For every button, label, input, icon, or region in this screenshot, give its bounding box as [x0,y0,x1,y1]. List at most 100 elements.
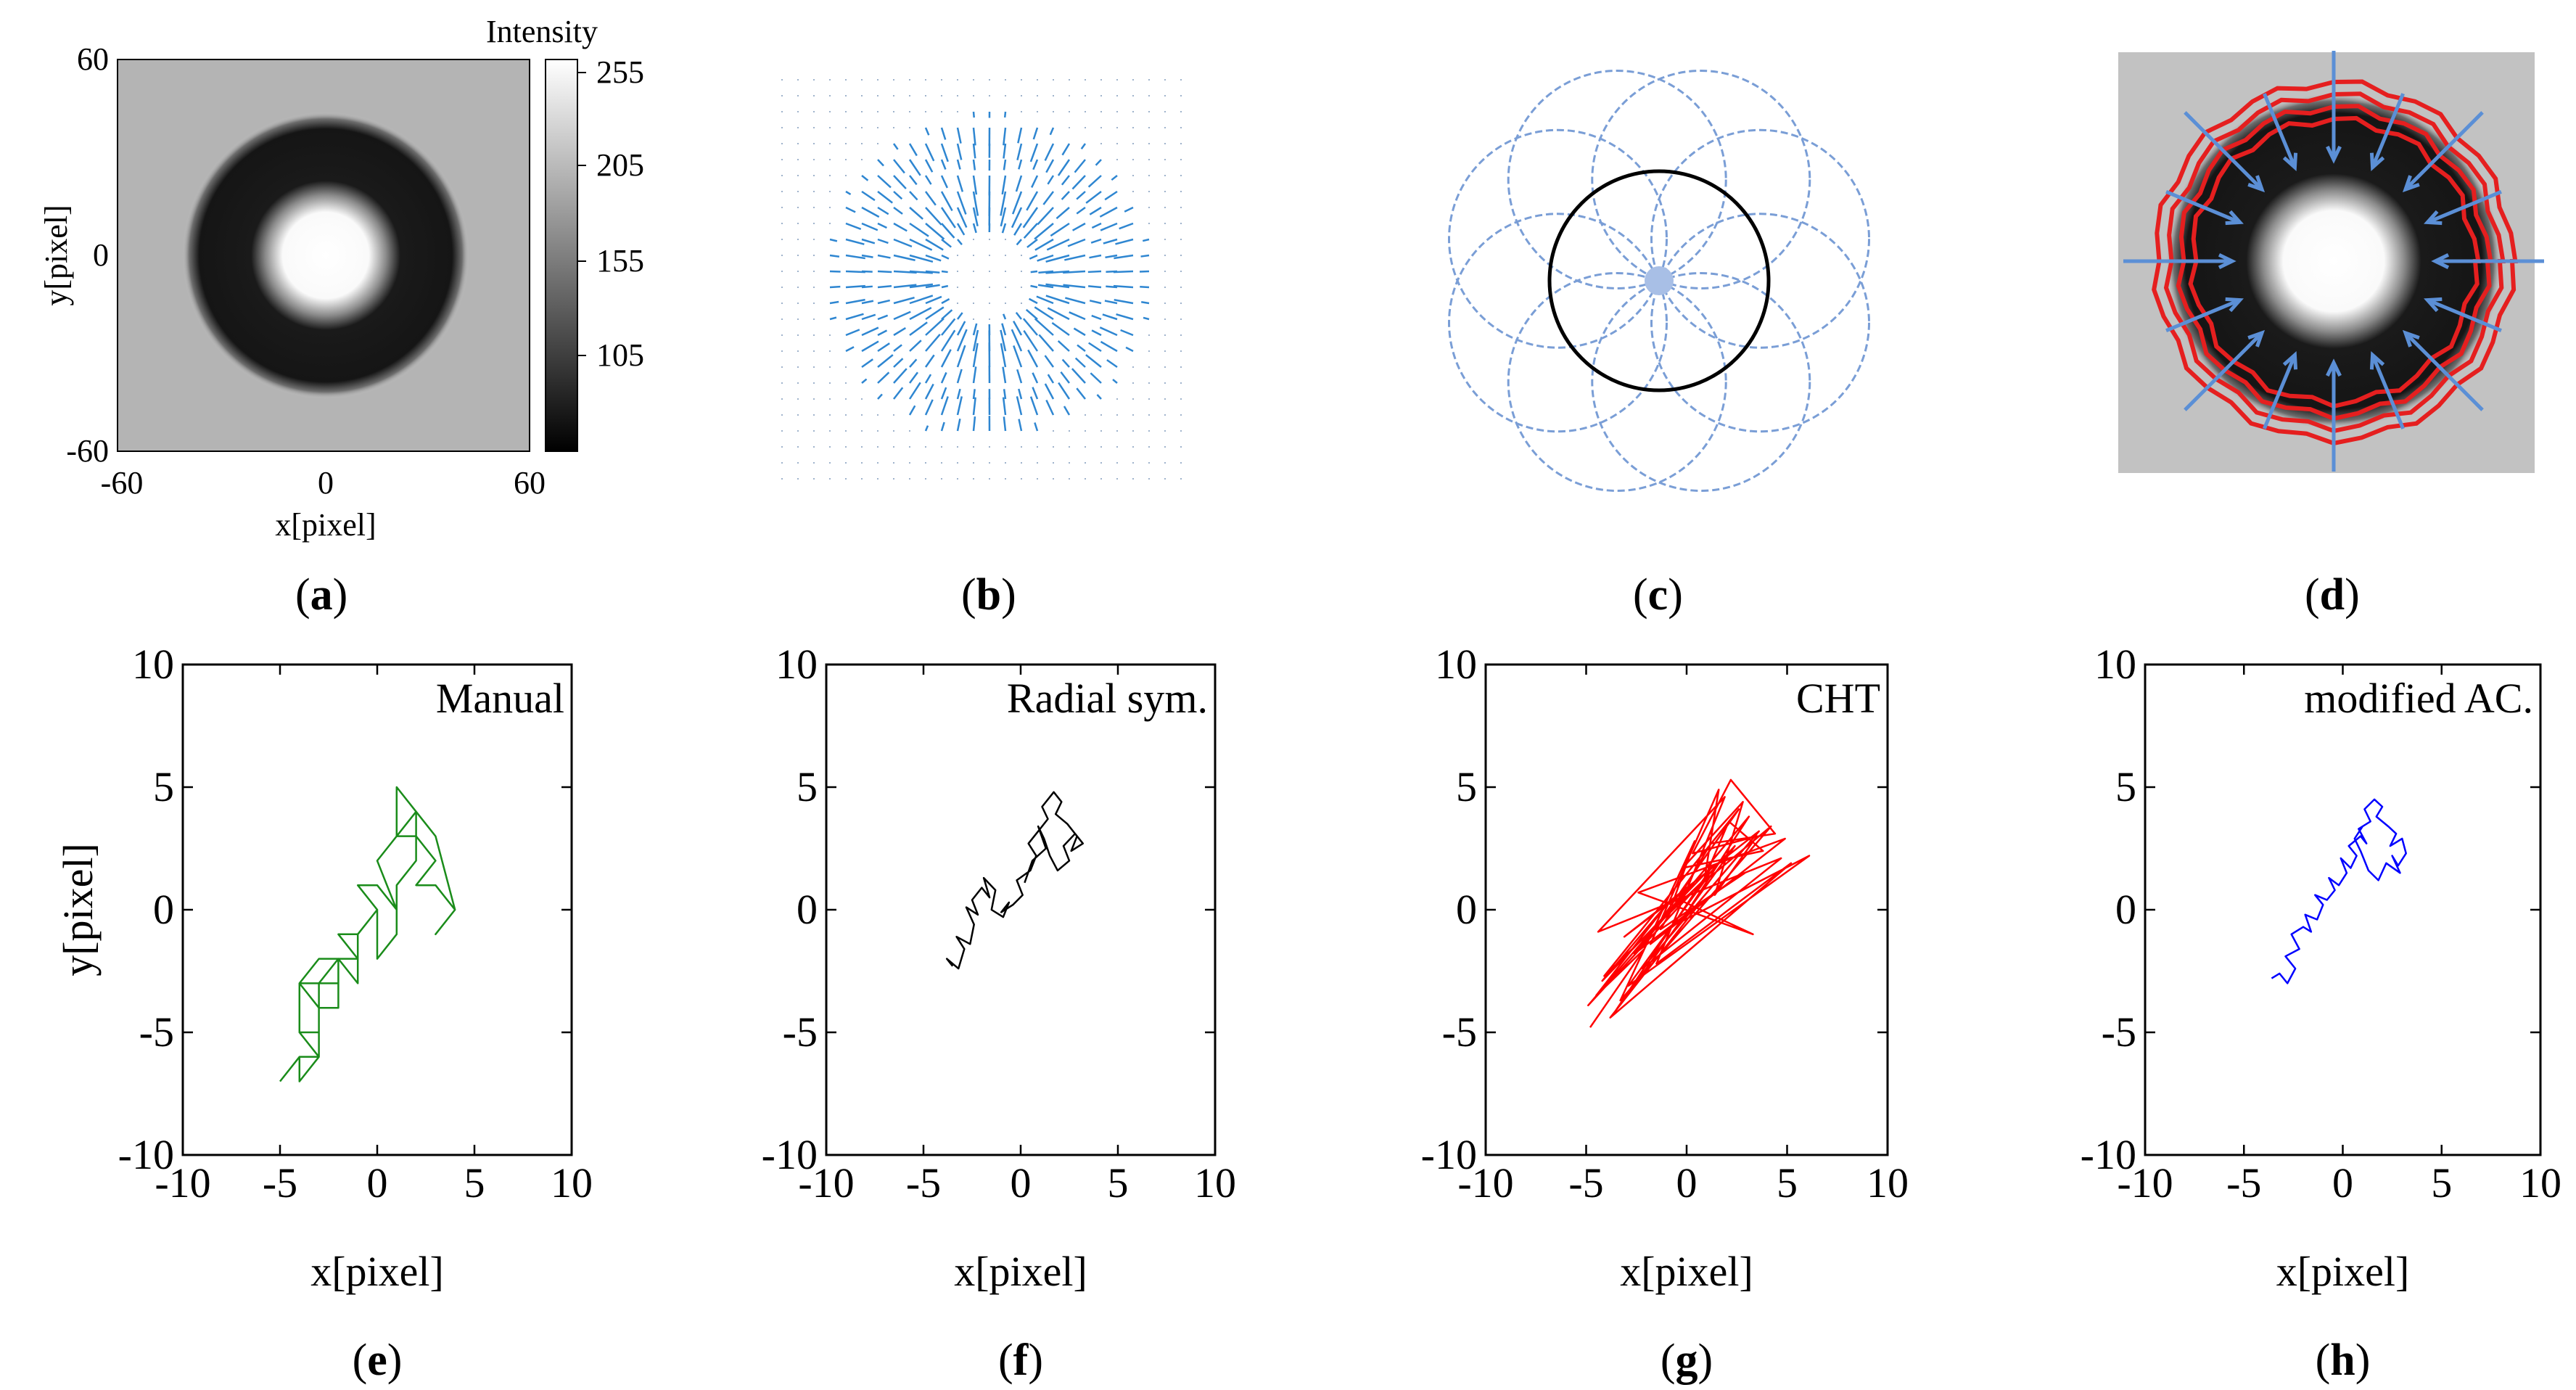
vector-arrow [893,191,903,200]
vector-arrow [1085,354,1102,368]
vector-arrow [909,175,918,186]
vector-dot [1100,478,1102,480]
vector-dot [1053,462,1054,464]
vector-arrow [877,329,888,337]
vector-dot [813,446,815,448]
vector-field [781,79,1182,480]
vector-arrow [972,329,979,352]
vector-arrow [925,238,944,251]
vector-dot [797,462,799,464]
x-axis-label: x[pixel] [275,507,376,543]
vector-arrow [1060,371,1070,384]
vector-dot [941,478,942,480]
vector-dot [1116,414,1118,416]
voting-circle [1591,69,1811,289]
vector-arrow [908,143,918,157]
vector-dot [845,446,847,448]
vector-dot [797,366,799,368]
vector-dot [861,159,863,160]
vector-dot [1132,414,1134,416]
vector-arrow [1023,329,1039,352]
vector-arrow [1045,295,1070,305]
vector-arrow [925,295,942,305]
vector-arrow [925,306,945,321]
force-arrow [2184,111,2263,191]
vector-arrow [1085,191,1102,204]
vector-arrow [924,425,929,432]
vector-dot [829,334,831,336]
voting-circles [1447,69,1871,493]
vector-dot [845,478,847,480]
vector-dot [1005,95,1006,96]
caption-d-letter: d [2320,570,2345,620]
vector-dot [1116,462,1118,464]
y-tick-label: 5 [797,763,818,810]
force-arrow [2427,298,2502,332]
vector-arrow [1002,397,1007,416]
vector-arrow [940,387,947,400]
vector-arrow [877,175,892,189]
vector-dot [1085,95,1086,96]
vector-arrow [972,416,976,432]
voting-circle [1507,69,1727,289]
vector-dot [1005,271,1006,272]
vector-dot [797,111,799,112]
y-tick-label: 0 [2115,886,2136,933]
vector-dot [813,175,815,176]
vector-arrow [1037,207,1054,226]
vector-arrow [1016,239,1022,246]
x-axis-label: x[pixel] [310,1248,444,1295]
vector-arrow [909,222,929,237]
vector-dot [861,79,863,81]
force-arrow [2404,111,2484,191]
panel-caption: (g) [1661,1336,1713,1385]
vector-dot [1180,287,1182,288]
y-tick-label: 5 [153,763,174,810]
vector-dot [1180,271,1182,272]
y-axis-label: y[pixel] [38,205,74,305]
vector-arrow [829,254,840,258]
vector-dot [1180,478,1182,480]
vector-dot [989,478,990,480]
force-arrow [2404,332,2484,411]
vector-arrow [1106,359,1118,369]
vector-arrow [1091,329,1102,337]
vector-dot [781,350,783,352]
vector-dot [797,223,799,224]
vector-dot [1180,255,1182,256]
vector-arrow [1025,308,1038,320]
vector-dot [781,143,783,144]
voting-circle [1447,213,1668,433]
vector-dot [925,478,926,480]
vector-arrow [972,397,976,416]
vector-arrow [1000,343,1007,368]
vector-arrow [1046,238,1070,251]
vector-arrow [1061,191,1070,200]
vector-dot [957,462,958,464]
vector-dot [813,191,815,192]
vector-arrow [1029,254,1038,260]
vector-arrow [1016,143,1023,160]
force-arrow-head [2247,329,2266,348]
y-tick-label: -5 [139,1008,174,1056]
vector-arrow [1076,191,1086,200]
vector-arrow [1026,239,1038,248]
vector-dot [861,446,863,448]
vector-dot [861,414,863,416]
vector-dot [829,175,831,176]
vector-dot [1132,175,1134,176]
vector-dot [845,175,847,176]
vector-arrow [1045,159,1055,173]
vector-dot [1148,175,1150,176]
vector-dot [813,159,815,160]
vector-arrow [845,222,862,230]
vector-dot [1132,79,1134,81]
vector-dot [1164,143,1166,144]
vector-arrow [845,254,865,260]
vector-dot [957,255,958,256]
vector-dot [797,79,799,81]
trajectory-line [945,791,1085,970]
vector-dot [877,462,878,464]
contour-ring [2176,104,2493,421]
vector-arrow [1125,346,1134,353]
